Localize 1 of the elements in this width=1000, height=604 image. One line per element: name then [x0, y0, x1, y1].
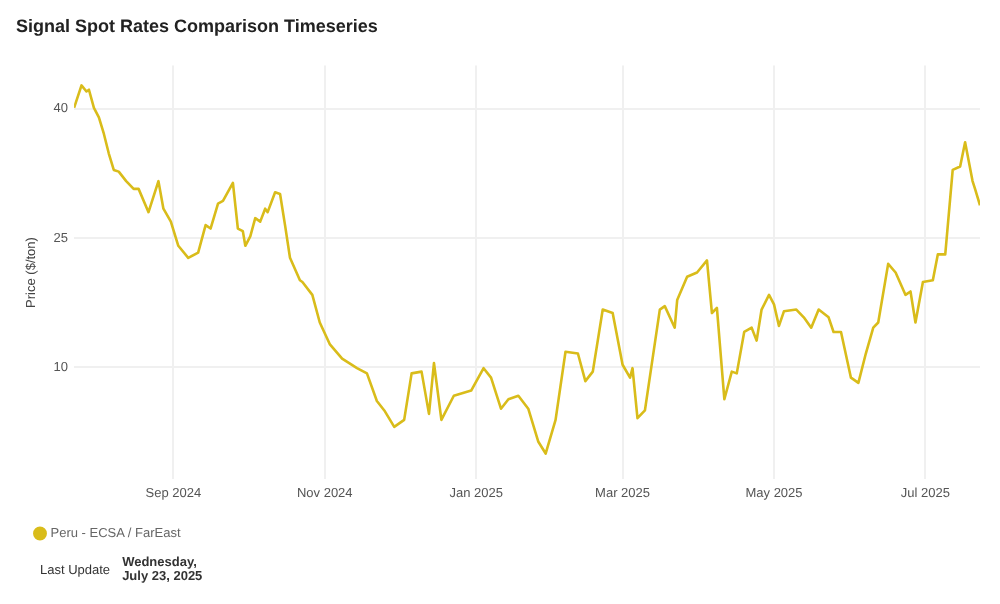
- chart-title: Signal Spot Rates Comparison Timeseries: [16, 15, 378, 36]
